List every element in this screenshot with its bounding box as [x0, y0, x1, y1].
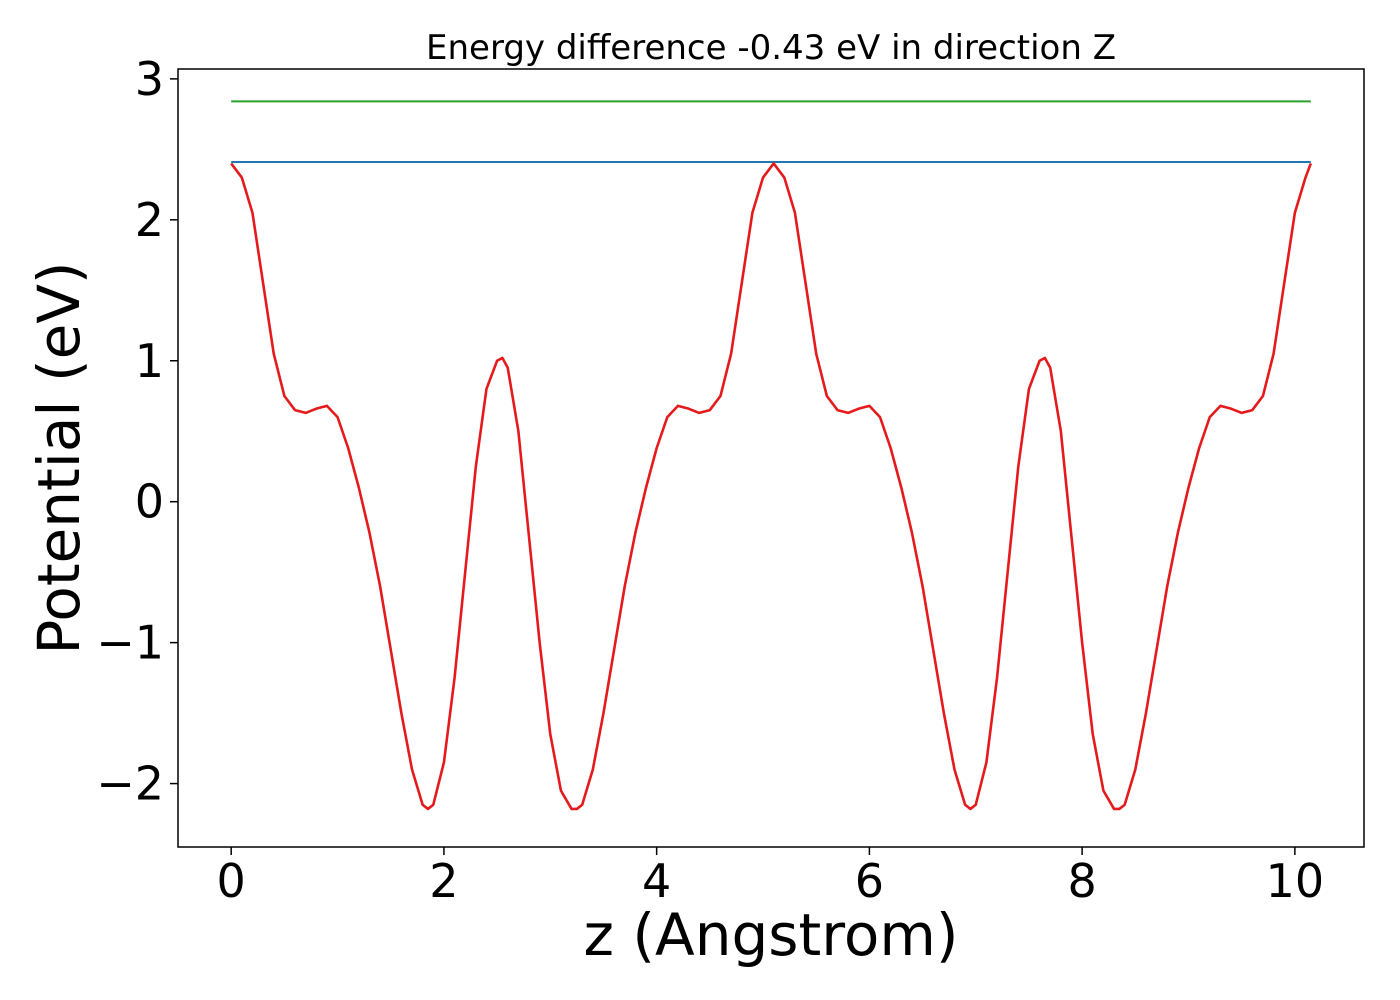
series-line-1: [230, 162, 1313, 811]
y-tick-label: 0: [135, 475, 164, 529]
x-axis-label: z (Angstrom): [584, 901, 959, 969]
y-tick-label: 2: [135, 193, 164, 247]
series-layer: [230, 100, 1313, 811]
plot-area: [177, 68, 1365, 848]
y-tick-label: 1: [135, 334, 164, 388]
x-tick-label: 10: [1266, 854, 1325, 908]
x-tick-label: 0: [217, 854, 246, 908]
x-tick-label: 2: [429, 854, 458, 908]
y-tick-label: 3: [135, 52, 164, 106]
y-axis-ticks: −2 −1 0 1 2 3: [96, 52, 178, 811]
chart-title: Energy difference -0.43 eV in direction …: [426, 28, 1116, 68]
y-axis-label: Potential (eV): [25, 261, 93, 654]
x-tick-label: 4: [642, 854, 671, 908]
x-axis-ticks: 0 2 4 6 8 10: [217, 847, 1325, 908]
x-tick-label: 8: [1067, 854, 1096, 908]
plot-frame: [177, 68, 1365, 848]
y-tick-label: −1: [96, 616, 164, 670]
y-tick-label: −2: [96, 757, 164, 811]
x-tick-label: 6: [855, 854, 884, 908]
